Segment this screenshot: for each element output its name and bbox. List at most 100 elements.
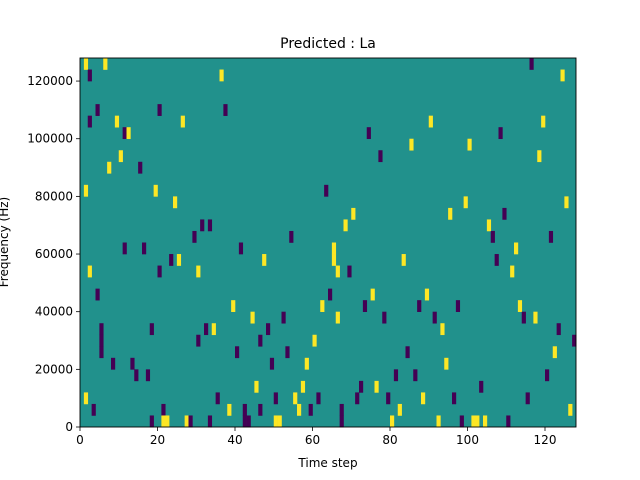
heatmap-cell [378,150,383,163]
heatmap-cell [192,230,197,243]
heatmap-cell [355,392,360,405]
heatmap-cell [273,392,278,405]
heatmap-cell [397,403,402,416]
heatmap-cell [359,380,364,393]
heatmap-cell [118,150,123,163]
heatmap-cell [335,311,340,324]
heatmap-cell [285,346,290,359]
heatmap-cell [440,323,445,336]
heatmap-cell [107,161,112,174]
heatmap-cell [483,415,488,428]
heatmap-cell [95,104,100,116]
y-tick-label: 60000 [35,247,73,261]
heatmap-cell [312,334,317,347]
y-tick-label: 40000 [35,305,73,319]
heatmap-cell [475,415,480,428]
heatmap-cell [165,415,170,428]
x-tick-label: 0 [76,433,84,447]
heatmap-cell [196,265,201,278]
heatmap-cell [393,369,399,382]
heatmap-cell [99,334,104,347]
heatmap-cell [126,127,131,140]
heatmap-cell [142,242,147,255]
heatmap-cell [242,415,247,428]
heatmap-cell [537,150,542,163]
heatmap-cell [169,254,174,266]
x-tick-label: 40 [227,433,242,447]
heatmap-cell [266,323,271,336]
heatmap-cell [176,254,182,266]
heatmap-cell [405,346,410,359]
heatmap-cell [180,115,185,128]
heatmap-cell [258,334,263,347]
heatmap-cell [343,219,348,232]
heatmap-cell [149,415,154,428]
heatmap-cell [258,403,263,416]
heatmap-cell [161,415,166,428]
heatmap-cell [207,415,213,428]
heatmap-cell [297,403,302,416]
x-axis-ticks: 0 20 40 60 80 100 120 [76,427,556,447]
heatmap-cell [99,323,104,336]
x-axis-label: Time step [297,456,357,470]
chart-title: Predicted : La [280,36,376,52]
heatmap-cell [436,415,441,428]
heatmap-cell [250,311,255,324]
heatmap-cell [316,392,321,405]
heatmap-cell [498,127,503,140]
heatmap-cell [83,58,89,70]
plot-background [80,58,576,427]
heatmap-cell [541,115,546,128]
heatmap-cell [91,403,96,416]
heatmap-cell [300,380,306,393]
heatmap-cell [374,380,379,393]
heatmap-cell [564,196,569,209]
heatmap-cell [444,357,449,370]
heatmap-cell [122,242,127,255]
y-tick-label: 120000 [27,74,73,88]
heatmap-cell [533,311,538,324]
heatmap-cell [157,265,162,278]
heatmap-cell [552,346,557,359]
heatmap-cell [328,288,333,301]
heatmap-cell [471,415,476,428]
y-tick-label: 20000 [35,362,73,376]
heatmap-cell [331,254,337,266]
heatmap-cell [413,369,418,382]
heatmap-cell [556,323,561,336]
heatmap-cell [448,207,453,220]
heatmap-cell [459,415,464,428]
heatmap-cell [238,242,244,255]
heatmap-cell [95,288,100,301]
heatmap-cell [362,300,368,312]
heatmap-cell [196,334,201,347]
heatmap-cell [548,230,554,243]
heatmap-cell [269,357,275,370]
heatmap-cell [339,415,344,428]
heatmap-cell [467,138,472,151]
heatmap-cell [463,196,468,209]
heatmap-cell [486,219,492,232]
heatmap-cell [138,161,143,174]
y-axis-ticks: 0 20000 40000 60000 80000 100000 120000 [27,74,80,434]
heatmap-cell [452,392,457,405]
heatmap-cell [455,300,461,312]
heatmap-cell [87,115,92,128]
heatmap-cell [490,230,495,243]
heatmap-cell [560,69,565,82]
heatmap-cell [87,265,92,278]
heatmap-cell [424,288,430,301]
y-tick-label: 100000 [27,132,73,146]
heatmap-cell [111,357,116,370]
heatmap-cell [351,207,356,220]
heatmap-cell [521,311,526,324]
heatmap-cell [502,207,507,220]
heatmap-cell [153,184,158,197]
heatmap-cell [254,380,259,393]
x-tick-label: 80 [382,433,397,447]
heatmap-cell [130,357,135,370]
heatmap-cell [366,127,371,140]
heatmap-cell [514,242,519,255]
heatmap-cell [231,300,236,312]
